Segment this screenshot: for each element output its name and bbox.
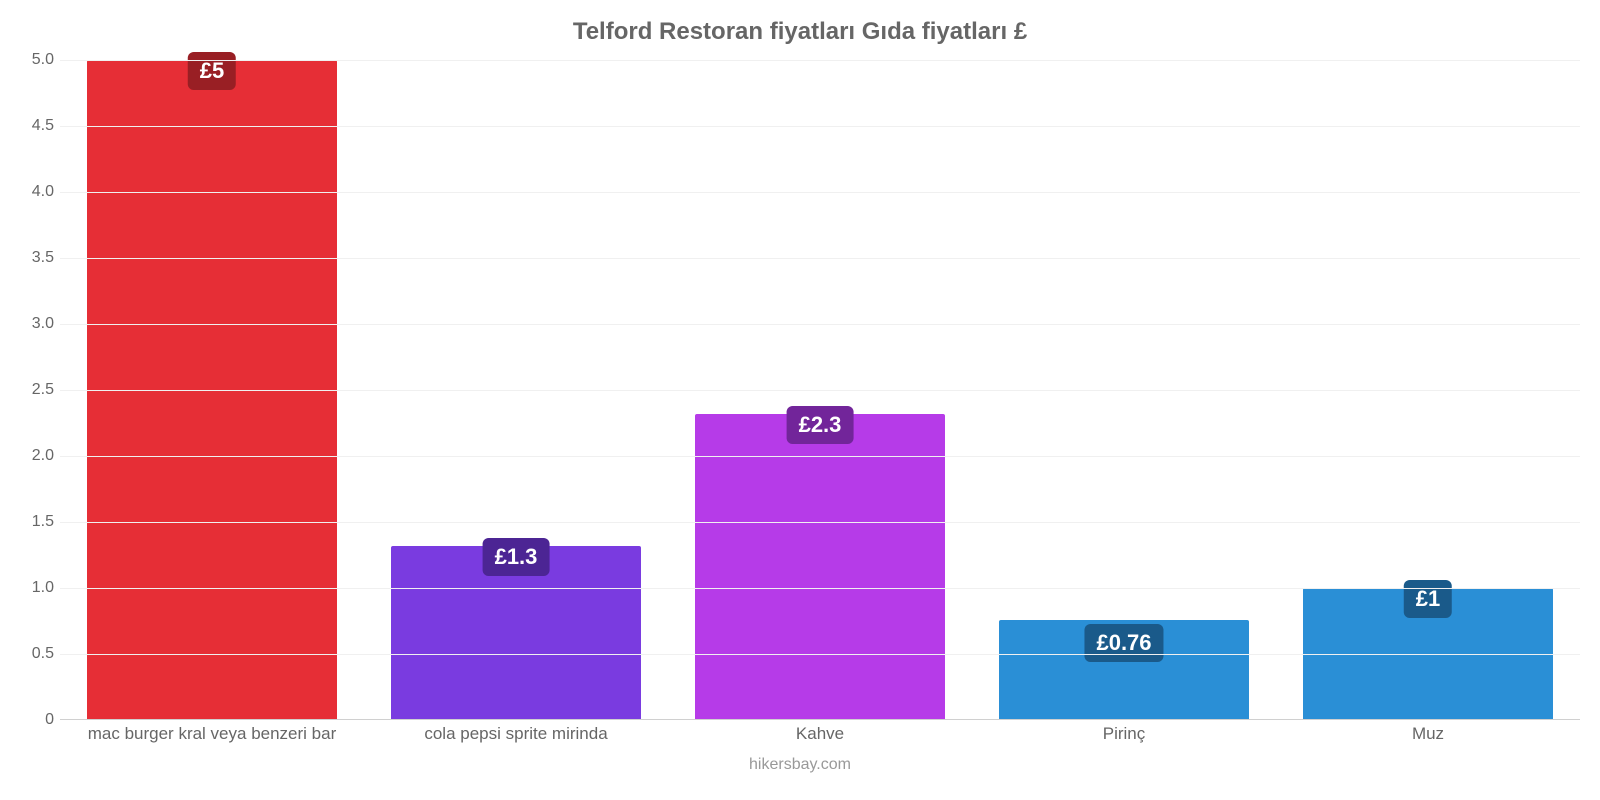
baseline [60, 719, 1580, 720]
y-tick-label: 0 [4, 711, 54, 729]
y-tick-label: 2.0 [4, 447, 54, 465]
attribution: hikersbay.com [0, 756, 1600, 774]
grid-line [60, 456, 1580, 457]
grid-line [60, 258, 1580, 259]
bar [695, 414, 944, 720]
x-tick-label: Muz [1412, 724, 1444, 744]
y-tick-label: 3.5 [4, 249, 54, 267]
y-tick-label: 1.5 [4, 513, 54, 531]
y-tick-label: 4.5 [4, 117, 54, 135]
x-tick-label: Kahve [796, 724, 844, 744]
grid-line [60, 654, 1580, 655]
grid-line [60, 60, 1580, 61]
y-tick-label: 3.0 [4, 315, 54, 333]
x-tick-label: cola pepsi sprite mirinda [424, 724, 607, 744]
grid-line [60, 324, 1580, 325]
value-badge: £0.76 [1084, 624, 1163, 662]
plot-area: £5£1.3£2.3£0.76£1 [60, 60, 1580, 720]
y-tick-label: 1.0 [4, 579, 54, 597]
grid-line [60, 588, 1580, 589]
value-badge: £5 [188, 52, 236, 90]
price-chart: Telford Restoran fiyatları Gıda fiyatlar… [0, 0, 1600, 800]
y-tick-label: 2.5 [4, 381, 54, 399]
grid-line [60, 522, 1580, 523]
y-tick-label: 0.5 [4, 645, 54, 663]
y-tick-label: 4.0 [4, 183, 54, 201]
grid-line [60, 192, 1580, 193]
grid-line [60, 126, 1580, 127]
y-tick-label: 5.0 [4, 51, 54, 69]
value-badge: £2.3 [787, 406, 854, 444]
x-tick-label: mac burger kral veya benzeri bar [88, 724, 337, 744]
grid-line [60, 390, 1580, 391]
x-tick-label: Pirinç [1103, 724, 1146, 744]
value-badge: £1.3 [483, 538, 550, 576]
chart-title: Telford Restoran fiyatları Gıda fiyatlar… [0, 18, 1600, 46]
value-badge: £1 [1404, 580, 1452, 618]
